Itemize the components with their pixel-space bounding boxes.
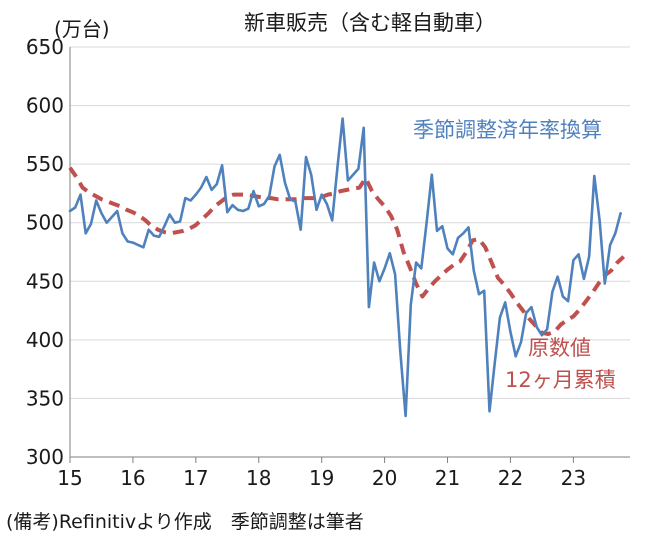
seasonal-series-label: 季節調整済年率換算 [413, 118, 602, 142]
footnote: (備考)Refinitivより作成 季節調整は筆者 [6, 511, 364, 533]
series-seasonally-adjusted-line [68, 117, 622, 418]
x-tick-15: 15 [57, 466, 82, 490]
y-tick-300: 300 [26, 445, 64, 469]
y-tick-400: 400 [26, 328, 64, 352]
axes [69, 47, 630, 463]
y-tick-650: 650 [26, 35, 64, 59]
series-raw-12m-cumulative-line [68, 166, 626, 336]
x-tick-18: 18 [246, 466, 271, 490]
x-tick-21: 21 [435, 466, 460, 490]
x-tick-17: 17 [183, 466, 208, 490]
y-tick-350: 350 [26, 386, 64, 410]
y-axis-unit-label: (万台) [54, 17, 110, 41]
grid-lines [70, 46, 630, 399]
x-tick-23: 23 [561, 466, 586, 490]
raw-series-label-line1: 原数値 [528, 336, 591, 360]
raw-series-label-line2: 12ヶ月累積 [505, 368, 616, 392]
y-tick-labels: 300 350 400 450 500 550 600 650 [26, 35, 64, 469]
y-tick-500: 500 [26, 211, 64, 235]
x-tick-20: 20 [372, 466, 397, 490]
x-tick-19: 19 [309, 466, 334, 490]
x-tick-22: 22 [498, 466, 523, 490]
y-tick-450: 450 [26, 269, 64, 293]
y-tick-550: 550 [26, 152, 64, 176]
x-tick-16: 16 [120, 466, 145, 490]
series-group [68, 117, 626, 418]
x-tick-labels: 15 16 17 18 19 20 21 22 23 [57, 466, 586, 490]
chart-title: 新車販売（含む軽自動車） [244, 11, 496, 35]
y-tick-600: 600 [26, 94, 64, 118]
